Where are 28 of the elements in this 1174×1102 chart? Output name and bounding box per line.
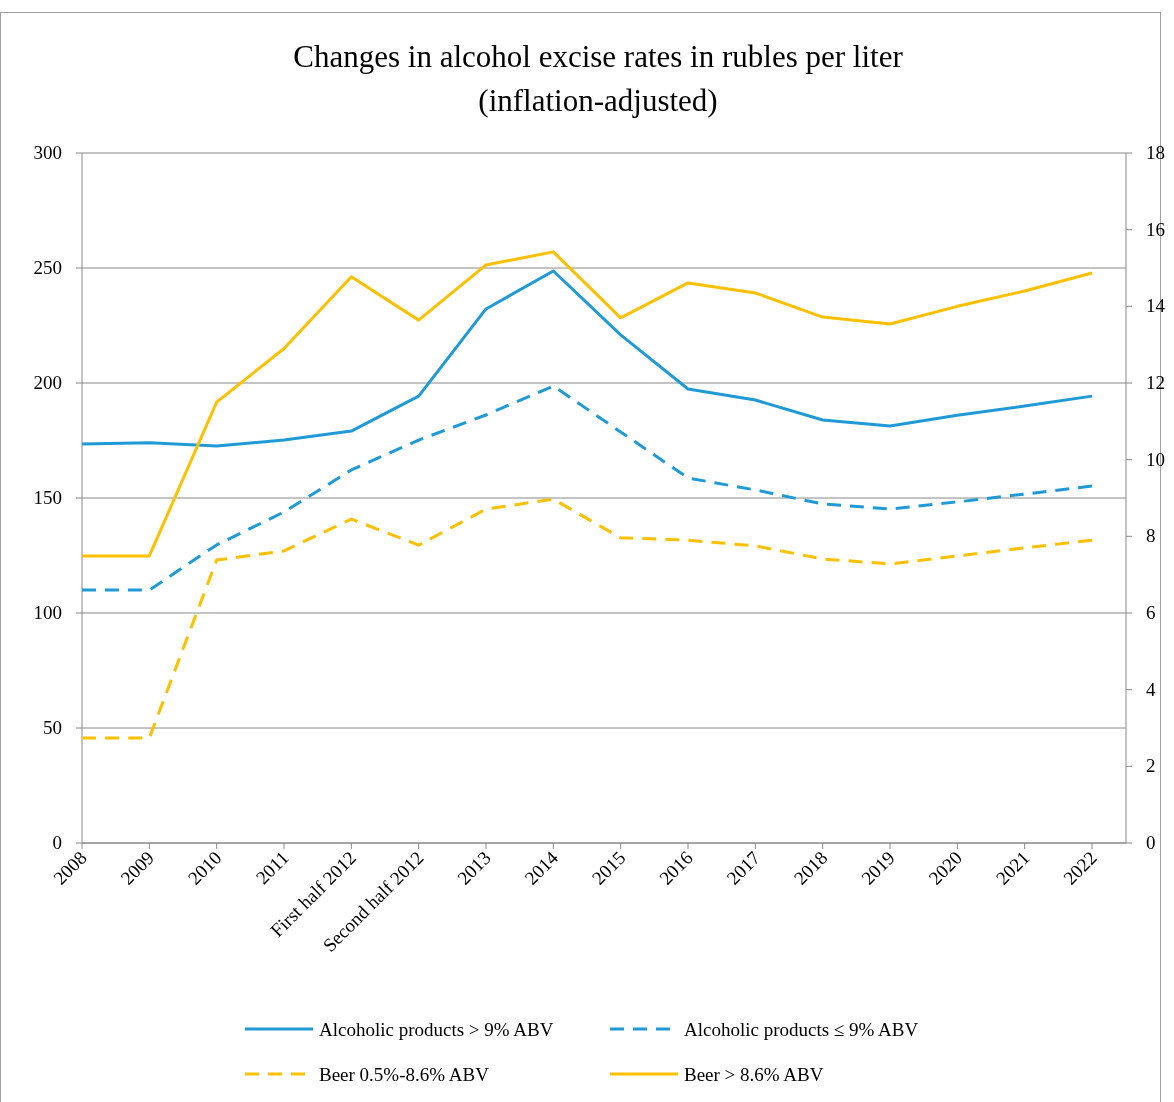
legend-label: Beer 0.5%-8.6% ABV: [319, 1064, 490, 1085]
y-tick-label: 150: [33, 487, 62, 508]
x-tick-label: 2011: [251, 846, 293, 889]
y-tick-label: 100: [33, 602, 62, 623]
y2-tick-label: 0: [1146, 832, 1156, 853]
line-series: [80, 250, 1094, 558]
y2-tick-label: 2: [1146, 755, 1156, 777]
x-tick-label: 2021: [991, 846, 1034, 889]
y2-tick-label: 18: [1146, 142, 1165, 163]
legend-label: Beer > 8.6% ABV: [684, 1064, 824, 1085]
legend-label: Alcoholic products > 9% ABV: [319, 1019, 554, 1040]
y2-tick-label: 4: [1146, 678, 1156, 700]
line-series: [80, 384, 1094, 592]
y-tick-label: 50: [43, 717, 62, 738]
y2-tick-label: 6: [1146, 602, 1156, 623]
y-tick-label: 200: [33, 372, 62, 393]
y-tick-label: 0: [52, 832, 62, 853]
y2-tick-label: 14: [1146, 295, 1166, 317]
y-tick-label: 300: [33, 142, 62, 163]
y2-tick-label: 10: [1146, 448, 1165, 470]
chart-title: Changes in alcohol excise rates in rubles per liter (inflation-adjusted): [293, 39, 904, 118]
legend-label: Alcoholic products ≤ 9% ABV: [684, 1019, 919, 1040]
line-series: [80, 269, 1094, 448]
y2-tick-label: 16: [1146, 218, 1165, 240]
line-series: [80, 497, 1094, 740]
y-tick-label: 250: [33, 257, 62, 278]
y2-tick-label: 8: [1146, 525, 1156, 547]
y2-tick-label: 12: [1146, 372, 1165, 393]
